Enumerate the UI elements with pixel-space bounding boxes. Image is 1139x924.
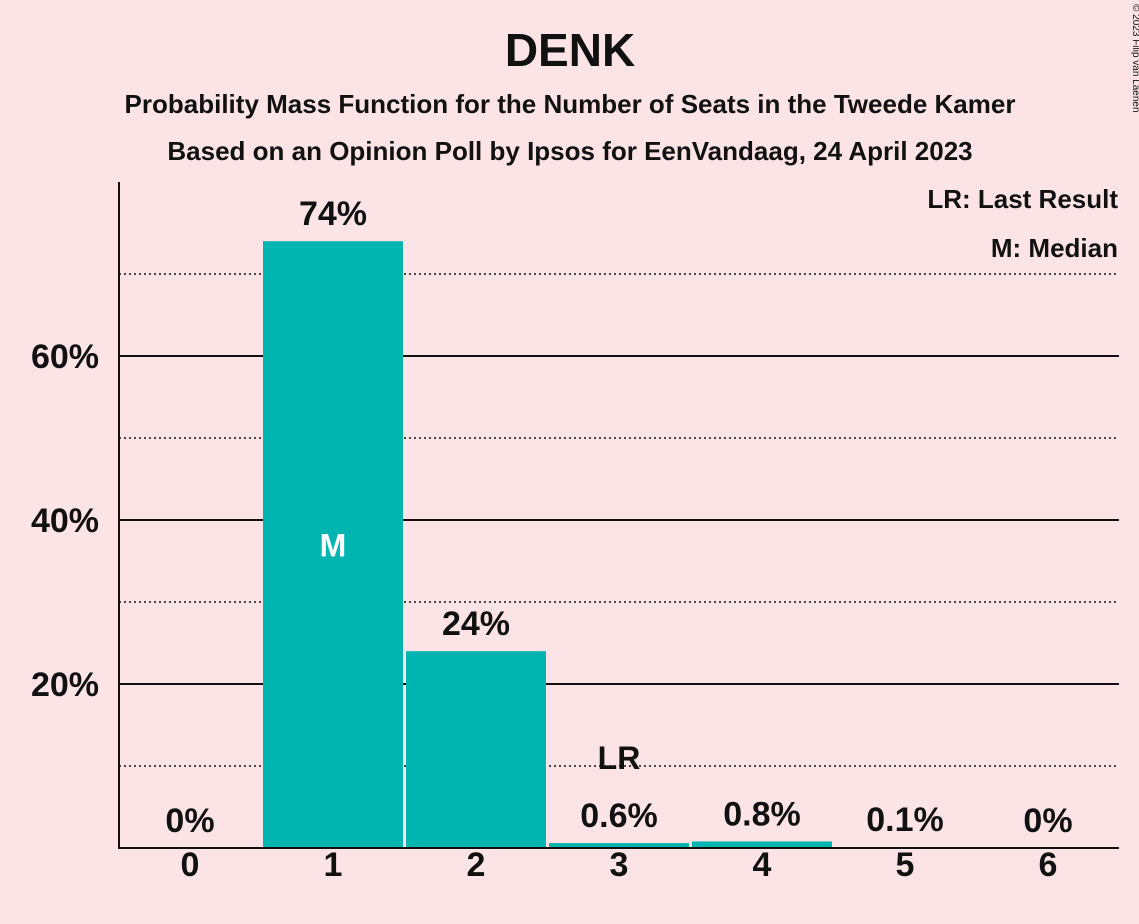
legend-median: M: Median bbox=[991, 233, 1118, 263]
x-tick-label: 2 bbox=[467, 846, 486, 884]
value-label: 0.8% bbox=[723, 795, 801, 833]
x-tick-labels: 0 1 2 3 4 5 6 bbox=[181, 846, 1058, 884]
value-labels: 0% 74% 24% 0.6% 0.8% 0.1% 0% bbox=[165, 195, 1072, 840]
y-tick-labels: 20% 40% 60% bbox=[31, 338, 99, 704]
legend-last-result: LR: Last Result bbox=[927, 184, 1118, 214]
bar bbox=[406, 651, 546, 848]
x-tick-label: 4 bbox=[753, 846, 772, 884]
x-tick-label: 3 bbox=[610, 846, 629, 884]
value-label: 74% bbox=[299, 195, 367, 233]
bar bbox=[549, 843, 689, 848]
y-tick-label: 60% bbox=[31, 338, 99, 376]
value-label: 0.6% bbox=[580, 797, 658, 835]
value-label: 0.1% bbox=[866, 801, 944, 839]
chart-subtitle-poll: Based on an Opinion Poll by Ipsos for Ee… bbox=[167, 136, 972, 166]
bar bbox=[263, 241, 403, 848]
y-tick-label: 40% bbox=[31, 502, 99, 540]
x-tick-label: 5 bbox=[896, 846, 915, 884]
markers: M LR bbox=[320, 528, 641, 776]
x-tick-label: 1 bbox=[324, 846, 343, 884]
chart-title: DENK bbox=[505, 24, 635, 76]
last-result-marker: LR bbox=[598, 740, 641, 776]
value-label: 0% bbox=[165, 802, 214, 840]
value-label: 24% bbox=[442, 605, 510, 643]
copyright-text: © 2023 Filip van Laenen bbox=[1130, 4, 1139, 113]
chart-subtitle: Probability Mass Function for the Number… bbox=[125, 89, 1016, 119]
median-marker: M bbox=[320, 528, 347, 564]
x-tick-label: 6 bbox=[1039, 846, 1058, 884]
x-tick-label: 0 bbox=[181, 846, 200, 884]
y-tick-label: 20% bbox=[31, 666, 99, 704]
value-label: 0% bbox=[1023, 802, 1072, 840]
bar bbox=[692, 841, 832, 848]
